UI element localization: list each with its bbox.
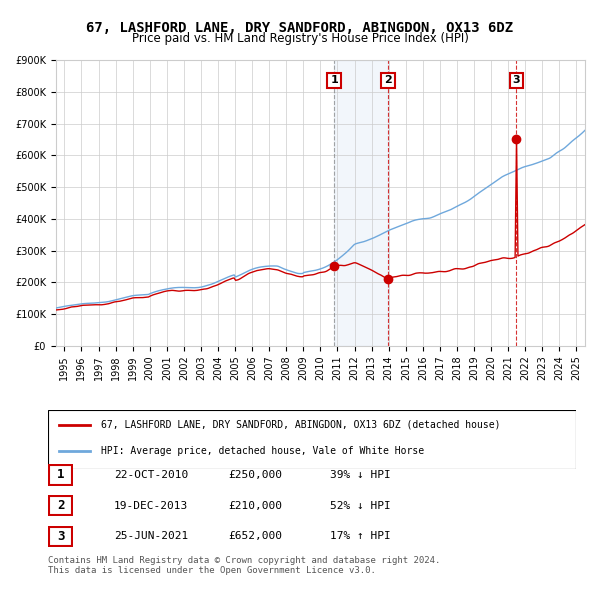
- Bar: [334, 60, 388, 346]
- Text: 3: 3: [57, 530, 64, 543]
- Text: 39% ↓ HPI: 39% ↓ HPI: [330, 470, 391, 480]
- Text: 52% ↓ HPI: 52% ↓ HPI: [330, 501, 391, 510]
- Text: 67, LASHFORD LANE, DRY SANDFORD, ABINGDON, OX13 6DZ (detached house): 67, LASHFORD LANE, DRY SANDFORD, ABINGDO…: [101, 420, 500, 430]
- Text: 17% ↑ HPI: 17% ↑ HPI: [330, 532, 391, 541]
- FancyBboxPatch shape: [49, 527, 72, 546]
- Text: 22-OCT-2010: 22-OCT-2010: [114, 470, 188, 480]
- Text: £652,000: £652,000: [228, 532, 282, 541]
- Text: 1: 1: [57, 468, 64, 481]
- Text: 25-JUN-2021: 25-JUN-2021: [114, 532, 188, 541]
- Text: 2: 2: [57, 499, 64, 512]
- FancyBboxPatch shape: [49, 496, 72, 515]
- Text: HPI: Average price, detached house, Vale of White Horse: HPI: Average price, detached house, Vale…: [101, 447, 424, 456]
- Text: £250,000: £250,000: [228, 470, 282, 480]
- FancyBboxPatch shape: [48, 410, 576, 469]
- Text: 19-DEC-2013: 19-DEC-2013: [114, 501, 188, 510]
- Text: Contains HM Land Registry data © Crown copyright and database right 2024.
This d: Contains HM Land Registry data © Crown c…: [48, 556, 440, 575]
- Text: 1: 1: [330, 76, 338, 86]
- Text: 2: 2: [384, 76, 392, 86]
- Text: 67, LASHFORD LANE, DRY SANDFORD, ABINGDON, OX13 6DZ: 67, LASHFORD LANE, DRY SANDFORD, ABINGDO…: [86, 21, 514, 35]
- Text: £210,000: £210,000: [228, 501, 282, 510]
- FancyBboxPatch shape: [49, 466, 72, 484]
- Text: 3: 3: [512, 76, 520, 86]
- Text: Price paid vs. HM Land Registry's House Price Index (HPI): Price paid vs. HM Land Registry's House …: [131, 32, 469, 45]
